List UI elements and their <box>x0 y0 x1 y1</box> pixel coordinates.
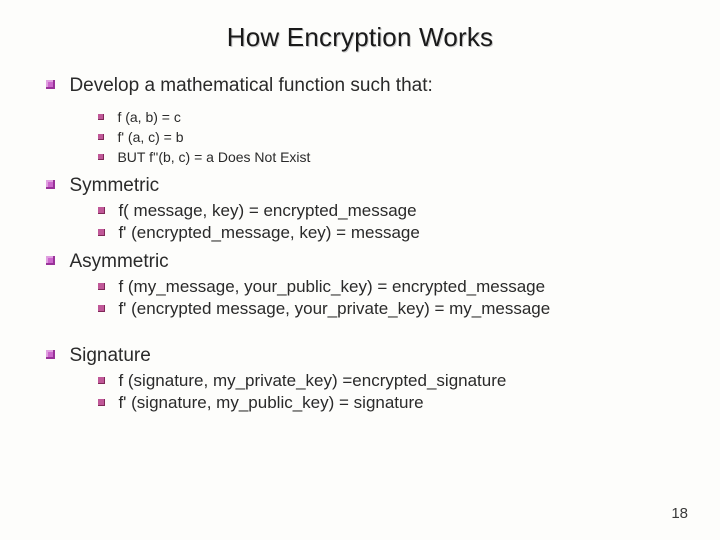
item-text: f( message, key) = encrypted_message <box>118 201 416 220</box>
item-text: f (my_message, your_public_key) = encryp… <box>118 277 545 296</box>
section-heading-signature: Signature <box>46 345 680 367</box>
list-item: f( message, key) = encrypted_message <box>98 201 680 221</box>
bullet-icon <box>98 154 104 160</box>
bullet-icon <box>98 283 105 290</box>
bullet-icon <box>46 80 55 89</box>
list-item: f' (signature, my_public_key) = signatur… <box>98 393 680 413</box>
heading-text: Asymmetric <box>69 251 168 272</box>
section-heading-symmetric: Symmetric <box>46 175 680 197</box>
bullet-icon <box>98 399 105 406</box>
list-item: f (my_message, your_public_key) = encryp… <box>98 277 680 297</box>
item-text: f' (a, c) = b <box>117 129 183 145</box>
bullet-icon <box>46 256 55 265</box>
list-item: f' (encrypted_message, key) = message <box>98 223 680 243</box>
bullet-icon <box>98 377 105 384</box>
heading-text: Symmetric <box>69 175 159 196</box>
item-text: BUT f''(b, c) = a Does Not Exist <box>117 149 310 165</box>
item-text: f' (signature, my_public_key) = signatur… <box>118 393 423 412</box>
spacer <box>40 321 680 345</box>
section-heading-develop: Develop a mathematical function such tha… <box>46 75 680 97</box>
list-item: f' (encrypted message, your_private_key)… <box>98 299 680 319</box>
bullet-icon <box>98 207 105 214</box>
heading-text: Develop a mathematical function such tha… <box>69 75 432 96</box>
list-item: BUT f''(b, c) = a Does Not Exist <box>98 149 680 167</box>
item-text: f (signature, my_private_key) =encrypted… <box>118 371 506 390</box>
bullet-icon <box>98 305 105 312</box>
bullet-icon <box>98 114 104 120</box>
slide: How Encryption Works Develop a mathemati… <box>0 0 720 540</box>
item-text: f' (encrypted_message, key) = message <box>118 223 419 242</box>
page-number: 18 <box>671 505 688 522</box>
list-item: f (signature, my_private_key) =encrypted… <box>98 371 680 391</box>
bullet-icon <box>98 134 104 140</box>
heading-text: Signature <box>69 345 150 366</box>
item-text: f (a, b) = c <box>117 109 180 125</box>
bullet-icon <box>46 180 55 189</box>
list-item: f (a, b) = c <box>98 109 680 127</box>
slide-title: How Encryption Works <box>40 22 680 53</box>
item-text: f' (encrypted message, your_private_key)… <box>118 299 550 318</box>
section-heading-asymmetric: Asymmetric <box>46 251 680 273</box>
list-item: f' (a, c) = b <box>98 129 680 147</box>
bullet-icon <box>46 350 55 359</box>
spacer <box>40 101 680 107</box>
bullet-icon <box>98 229 105 236</box>
